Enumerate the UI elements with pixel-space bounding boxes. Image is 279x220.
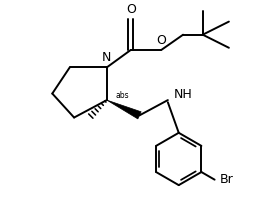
Text: O: O [156, 34, 166, 47]
Text: NH: NH [173, 88, 192, 101]
Text: abs: abs [116, 91, 129, 100]
Text: N: N [102, 51, 112, 64]
Polygon shape [107, 100, 141, 119]
Text: Br: Br [220, 173, 234, 186]
Text: O: O [126, 3, 136, 16]
